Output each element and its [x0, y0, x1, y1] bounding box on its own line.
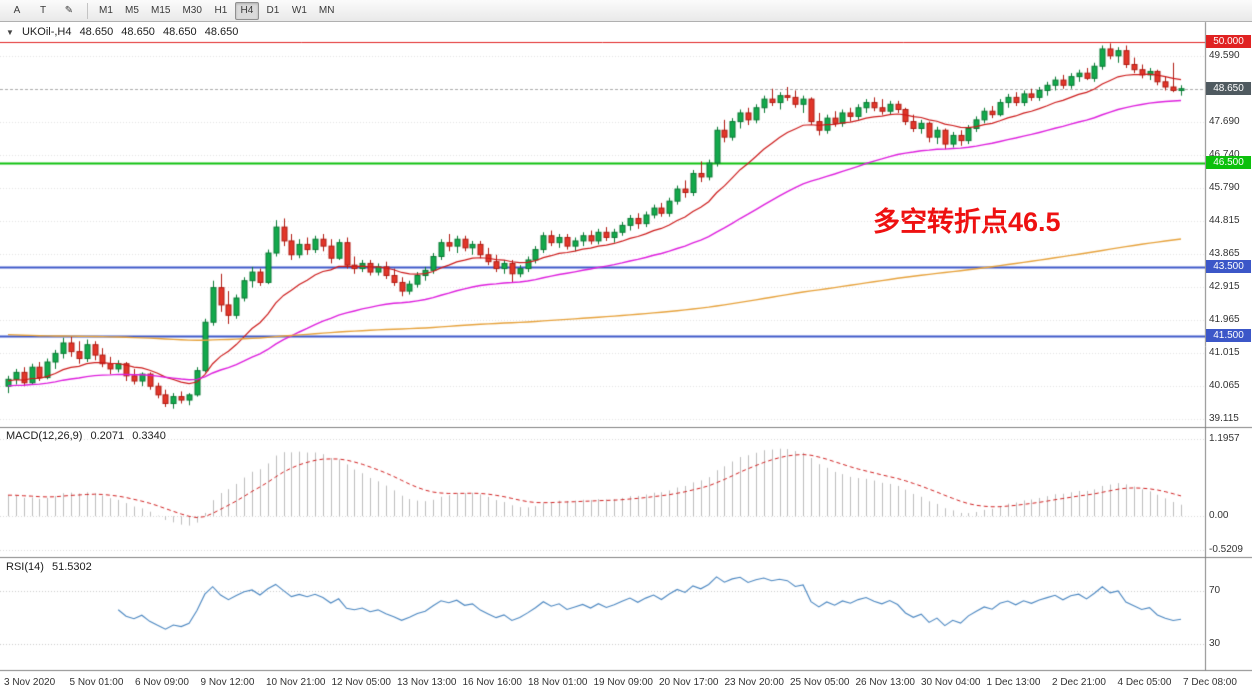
level-price-badge: 46.500: [1206, 156, 1251, 170]
macd-axis-label: -0.5209: [1209, 543, 1243, 555]
ohlc-open: 48.650: [79, 26, 114, 38]
level-price-badge: 41.500: [1206, 329, 1251, 343]
time-axis-label: 2 Dec 21:00: [1052, 677, 1106, 688]
time-axis-label: 16 Nov 16:00: [462, 677, 523, 688]
time-axis-label: 5 Nov 01:00: [69, 677, 124, 688]
time-axis-label: 3 Nov 2020: [4, 677, 56, 688]
time-axis-label: 1 Dec 13:00: [986, 677, 1041, 688]
timeframe-button-mn[interactable]: MN: [318, 5, 335, 16]
rsi-value: 51.5302: [51, 561, 92, 573]
toolbar-separator: [87, 2, 88, 19]
price-axis-label: 40.065: [1209, 379, 1240, 391]
time-axis-label: 13 Nov 13:00: [397, 677, 457, 688]
price-axis-label: 42.915: [1209, 281, 1240, 293]
time-axis-label: 10 Nov 21:00: [266, 677, 326, 688]
time-axis-label: 19 Nov 09:00: [593, 677, 654, 688]
level-price-badge: 43.500: [1206, 259, 1251, 273]
time-axis-label: 18 Nov 01:00: [528, 677, 588, 688]
chart-title: ▼ UKOil-,H4 48.650 48.650 48.650 48.650: [6, 26, 243, 38]
rsi-indicator-label: RSI(14) 51.5302: [6, 561, 97, 573]
price-axis-label: 49.590: [1209, 50, 1240, 62]
time-axis-label: 7 Dec 08:00: [1183, 677, 1237, 688]
macd-main-value: 0.2071: [90, 430, 125, 442]
time-axis-label: 30 Nov 04:00: [921, 677, 981, 688]
ohlc-close: 48.650: [204, 26, 239, 38]
time-axis-label: 20 Nov 17:00: [659, 677, 719, 688]
timeframe-button-m15[interactable]: M15: [151, 5, 171, 16]
annotation-text: 多空转折点46.5: [873, 207, 1061, 237]
macd-axis-label: 1.1957: [1209, 432, 1240, 444]
timeframe-button-m1[interactable]: M1: [99, 5, 113, 16]
toolbar-text-tool-button[interactable]: T: [39, 5, 47, 16]
price-axis-label: 43.865: [1209, 248, 1240, 260]
price-axis-label: 47.690: [1209, 115, 1240, 127]
price-axis-label: 45.790: [1209, 181, 1240, 193]
timeframe-button-m5[interactable]: M5: [125, 5, 139, 16]
price-axis-label: 46.740: [1209, 148, 1240, 160]
symbol-collapse-icon[interactable]: ▼: [6, 28, 14, 37]
current-price-badge: 48.650: [1206, 81, 1251, 95]
time-axis-label: 9 Nov 12:00: [200, 677, 255, 688]
ohlc-low: 48.650: [163, 26, 197, 38]
price-axis-label: 41.015: [1209, 346, 1240, 358]
macd-signal-value: 0.3340: [132, 430, 166, 442]
timeframe-button-h4[interactable]: H4: [234, 1, 259, 20]
toolbar-cursor-tool-button[interactable]: A: [13, 5, 21, 16]
rsi-name: RSI(14): [6, 561, 44, 573]
time-axis-label: 26 Nov 13:00: [855, 677, 916, 688]
symbol-name: UKOil-,H4: [21, 26, 72, 38]
rsi-axis-label: 70: [1209, 584, 1221, 596]
timeframe-button-m30[interactable]: M30: [182, 5, 202, 16]
time-axis-label: 25 Nov 05:00: [790, 677, 850, 688]
toolbar-tools: A T ✎: [5, 2, 81, 20]
time-axis-label: 6 Nov 09:00: [135, 677, 189, 688]
macd-indicator-label: MACD(12,26,9) 0.2071 0.3340: [6, 430, 171, 442]
timeframe-button-h1[interactable]: H1: [214, 5, 228, 16]
macd-name: MACD(12,26,9): [6, 430, 83, 442]
toolbar-draw-tool-button[interactable]: ✎: [64, 5, 74, 16]
time-axis-label: 23 Nov 20:00: [724, 677, 785, 688]
macd-axis-label: 0.00: [1209, 510, 1229, 522]
price-axis-label: 41.965: [1209, 313, 1240, 325]
rsi-axis-label: 30: [1209, 637, 1221, 649]
price-axis-label: 44.815: [1209, 215, 1240, 227]
timeframe-button-d1[interactable]: D1: [266, 5, 280, 16]
time-axis-label: 4 Dec 05:00: [1117, 677, 1172, 688]
timeframe-button-w1[interactable]: W1: [291, 5, 307, 16]
toolbar: A T ✎ M1 M5 M15 M30 H1 H4 D1 W1 MN: [0, 0, 1252, 22]
timeframe-buttons: M1 M5 M15 M30 H1 H4 D1 W1 MN: [94, 1, 339, 20]
time-axis-label: 12 Nov 05:00: [331, 677, 392, 688]
price-axis-label: 39.115: [1209, 412, 1239, 424]
ohlc-high: 48.650: [121, 26, 155, 38]
level-price-badge: 50.000: [1206, 35, 1251, 49]
